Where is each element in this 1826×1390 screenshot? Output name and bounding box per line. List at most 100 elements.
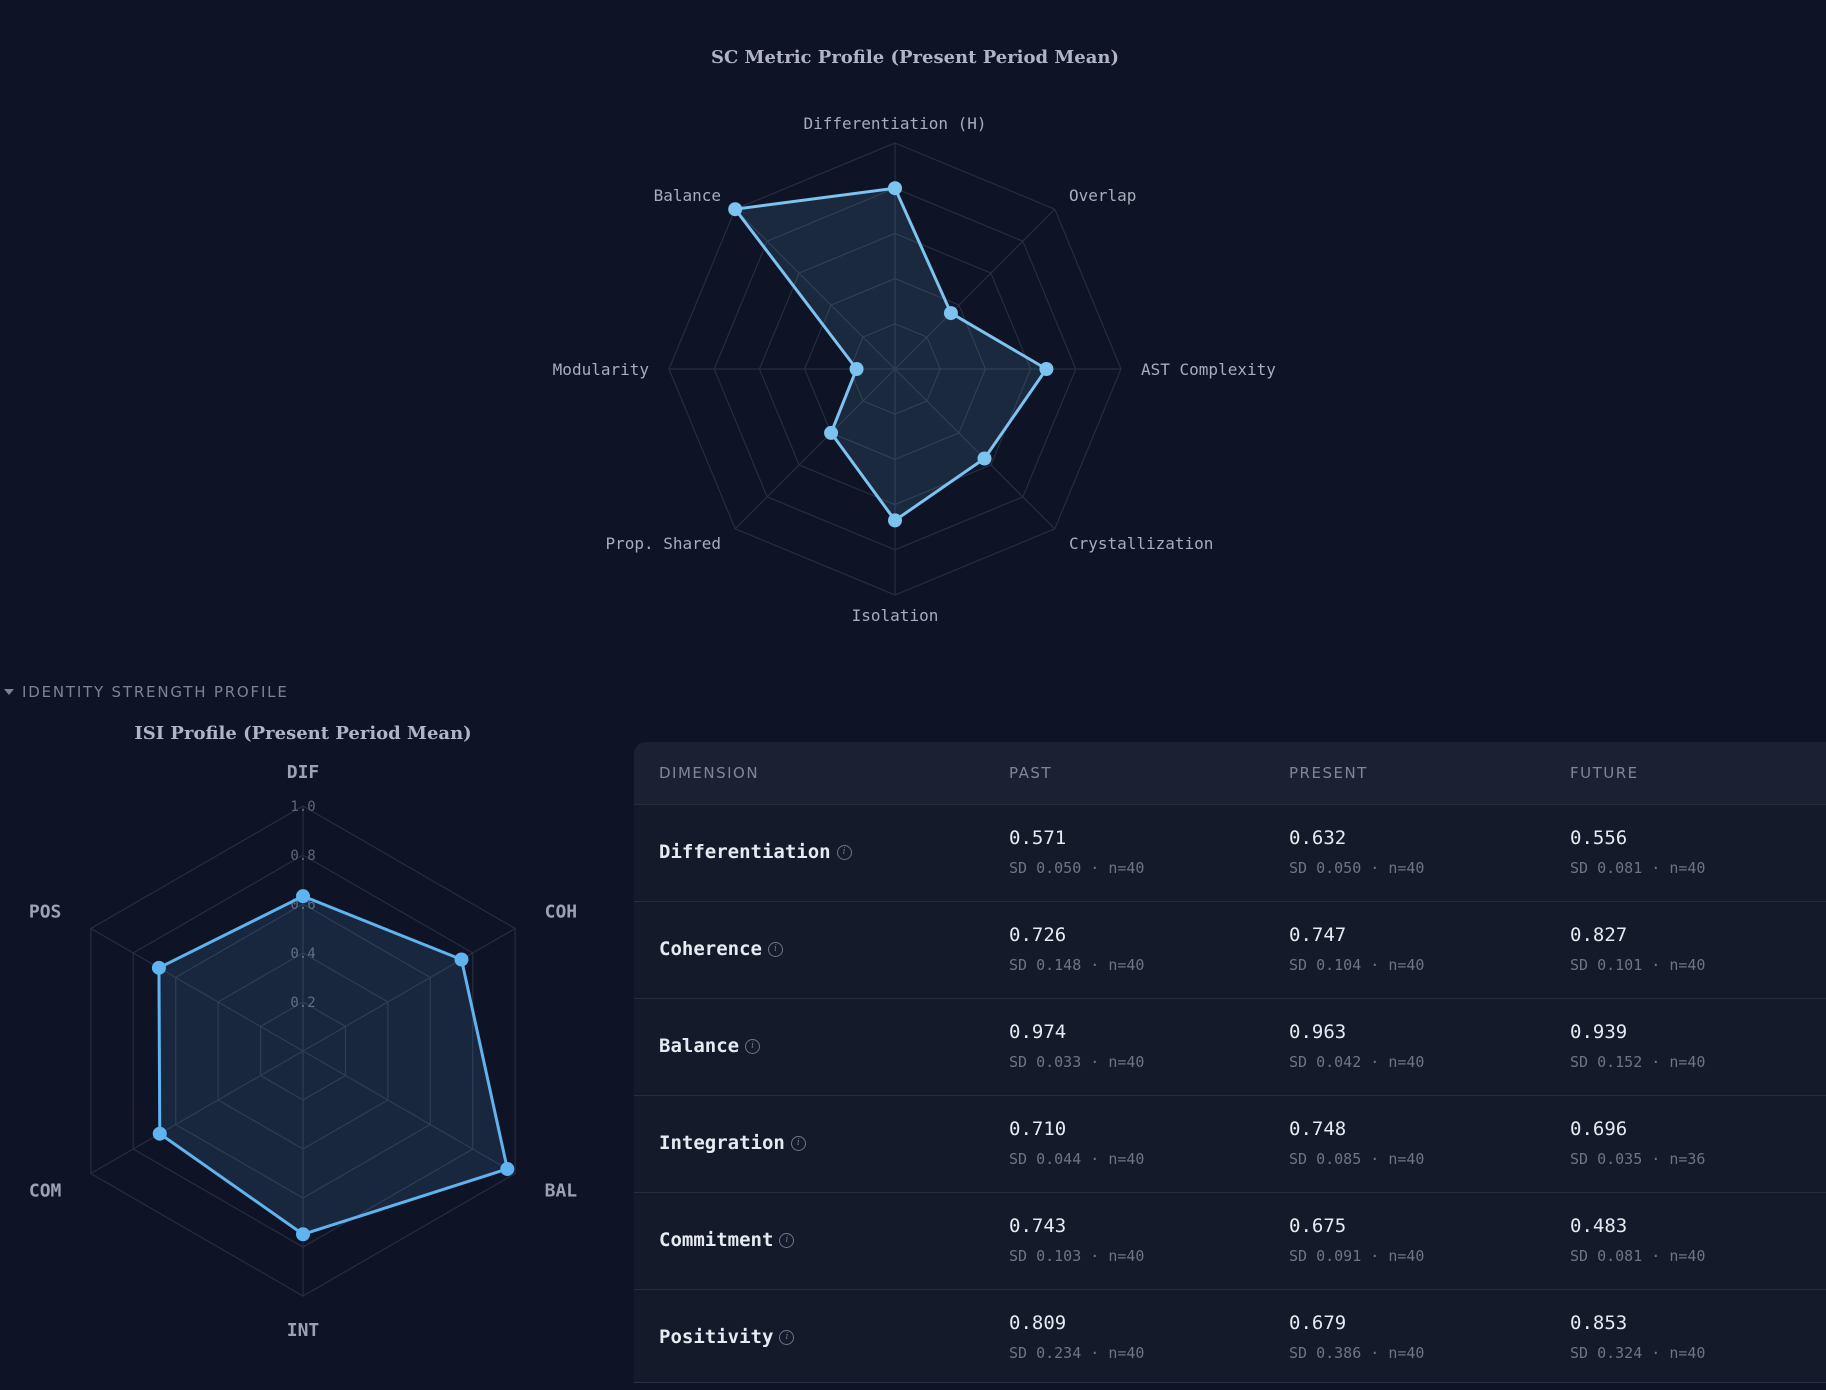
data-point-modularity[interactable]: [849, 362, 864, 376]
future-sd: SD 0.101 · n=40: [1570, 956, 1706, 974]
past-sd: SD 0.050 · n=40: [1009, 859, 1145, 877]
tick-label: 0.2: [290, 995, 315, 1011]
present-cell: 0.632 SD 0.050 · n=40: [1289, 827, 1424, 877]
dimension-name: Positivity: [659, 1326, 774, 1348]
dimension-name: Commitment: [659, 1229, 774, 1251]
grid-spoke: [302, 927, 516, 1052]
data-point-int[interactable]: [296, 1227, 310, 1242]
present-cell: 0.679 SD 0.386 · n=40: [1289, 1312, 1424, 1362]
present-sd: SD 0.091 · n=40: [1289, 1247, 1425, 1265]
present-cell: 0.747 SD 0.104 · n=40: [1289, 924, 1424, 974]
header-past: PAST: [1009, 764, 1053, 782]
present-mean: 0.748: [1289, 1118, 1347, 1140]
info-icon[interactable]: i: [790, 1135, 806, 1151]
sc-metric-radar-chart: SC Metric Profile (Present Period Mean) …: [553, 47, 1277, 625]
data-point-com[interactable]: [152, 1126, 167, 1141]
grid-spoke: [734, 208, 896, 370]
grid-spoke: [90, 1050, 304, 1175]
past-mean: 0.571: [1009, 827, 1067, 849]
grid-spoke: [734, 368, 896, 530]
future-mean: 0.483: [1570, 1215, 1628, 1237]
series-area: [733, 186, 1048, 522]
header-future: FUTURE: [1570, 764, 1639, 782]
past-sd: SD 0.044 · n=40: [1009, 1150, 1145, 1168]
present-mean: 0.675: [1289, 1215, 1347, 1237]
info-icon[interactable]: i: [836, 844, 852, 860]
present-sd: SD 0.104 · n=40: [1289, 956, 1425, 974]
data-point-crystallization[interactable]: [977, 451, 992, 466]
axis-label-int: INT: [287, 1320, 320, 1341]
data-point-coh[interactable]: [454, 952, 469, 967]
past-mean: 0.743: [1009, 1215, 1067, 1237]
axis-label-crystallization: Crystallization: [1069, 534, 1214, 553]
future-cell: 0.853 SD 0.324 · n=40: [1570, 1312, 1705, 1362]
axis-label-com: COM: [29, 1181, 62, 1202]
future-mean: 0.827: [1570, 924, 1628, 946]
axis-label-isolation: Isolation: [852, 606, 939, 625]
past-cell: 0.809 SD 0.234 · n=40: [1009, 1312, 1144, 1362]
present-mean: 0.963: [1289, 1021, 1347, 1043]
data-point-ast-complexity[interactable]: [1039, 362, 1054, 376]
data-point-dif[interactable]: [296, 889, 310, 904]
caret-down-icon: [4, 689, 14, 695]
past-cell: 0.743 SD 0.103 · n=40: [1009, 1215, 1144, 1265]
future-cell: 0.556 SD 0.081 · n=40: [1570, 827, 1705, 877]
identity-strength-table: DIMENSION PAST PRESENT FUTURE Differenti…: [634, 742, 1826, 1383]
data-point-prop-shared[interactable]: [824, 425, 839, 440]
table-row: Positivity i 0.809 SD 0.234 · n=40 0.679 SD…: [634, 1290, 1826, 1382]
future-cell: 0.939 SD 0.152 · n=40: [1570, 1021, 1705, 1071]
past-sd: SD 0.148 · n=40: [1009, 956, 1145, 974]
data-point-bal[interactable]: [500, 1161, 515, 1176]
axis-label-pos: POS: [29, 902, 62, 923]
past-mean: 0.726: [1009, 924, 1067, 946]
present-sd: SD 0.050 · n=40: [1289, 859, 1425, 877]
grid-spoke: [894, 368, 1056, 530]
past-cell: 0.974 SD 0.033 · n=40: [1009, 1021, 1144, 1071]
present-cell: 0.748 SD 0.085 · n=40: [1289, 1118, 1424, 1168]
present-sd: SD 0.386 · n=40: [1289, 1344, 1425, 1362]
data-point-balance[interactable]: [728, 202, 743, 217]
header-dimension: DIMENSION: [659, 764, 760, 782]
isi-chart-title: ISI Profile (Present Period Mean): [134, 723, 471, 744]
sc-chart-title: SC Metric Profile (Present Period Mean): [711, 47, 1119, 68]
table-row: Commitment i 0.743 SD 0.103 · n=40 0.675 SD…: [634, 1193, 1826, 1290]
info-icon[interactable]: i: [779, 1329, 795, 1345]
grid-spoke: [302, 1050, 516, 1175]
future-mean: 0.556: [1570, 827, 1628, 849]
future-sd: SD 0.035 · n=36: [1570, 1150, 1706, 1168]
data-point-pos[interactable]: [151, 960, 166, 975]
tick-label: 0.8: [290, 848, 315, 864]
dimension-name: Integration: [659, 1132, 785, 1154]
info-icon[interactable]: i: [767, 941, 783, 957]
axis-label-balance: Balance: [654, 186, 721, 205]
future-sd: SD 0.324 · n=40: [1570, 1344, 1706, 1362]
axis-label-coh: COH: [545, 902, 578, 923]
future-mean: 0.939: [1570, 1021, 1628, 1043]
section-header-label: IDENTITY STRENGTH PROFILE: [22, 683, 289, 701]
present-sd: SD 0.085 · n=40: [1289, 1150, 1425, 1168]
data-point-isolation[interactable]: [888, 513, 902, 528]
future-sd: SD 0.152 · n=40: [1570, 1053, 1706, 1071]
future-cell: 0.696 SD 0.035 · n=36: [1570, 1118, 1705, 1168]
identity-strength-profile-toggle[interactable]: IDENTITY STRENGTH PROFILE: [4, 681, 289, 703]
axis-label-dif: DIF: [287, 762, 320, 783]
tick-label: 0.4: [290, 946, 315, 962]
past-mean: 0.974: [1009, 1021, 1067, 1043]
past-mean: 0.809: [1009, 1312, 1067, 1334]
future-mean: 0.853: [1570, 1312, 1628, 1334]
past-sd: SD 0.103 · n=40: [1009, 1247, 1145, 1265]
table-row: Coherence i 0.726 SD 0.148 · n=40 0.747 SD …: [634, 902, 1826, 999]
present-sd: SD 0.042 · n=40: [1289, 1053, 1425, 1071]
present-cell: 0.675 SD 0.091 · n=40: [1289, 1215, 1424, 1265]
table-header: DIMENSION PAST PRESENT FUTURE: [634, 742, 1826, 805]
header-present: PRESENT: [1289, 764, 1368, 782]
future-cell: 0.483 SD 0.081 · n=40: [1570, 1215, 1705, 1265]
info-icon[interactable]: i: [779, 1232, 795, 1248]
axis-label-overlap: Overlap: [1069, 186, 1136, 205]
data-point-overlap[interactable]: [943, 306, 958, 321]
past-sd: SD 0.234 · n=40: [1009, 1344, 1145, 1362]
grid-spoke: [90, 927, 304, 1052]
present-cell: 0.963 SD 0.042 · n=40: [1289, 1021, 1424, 1071]
info-icon[interactable]: i: [745, 1038, 761, 1054]
data-point-differentiation-h[interactable]: [888, 181, 902, 196]
